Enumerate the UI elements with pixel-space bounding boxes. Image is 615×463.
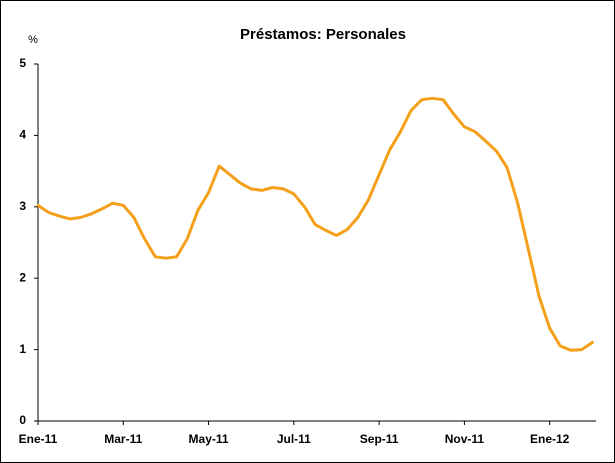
x-tick-label: Ene-11	[19, 432, 58, 446]
y-tick-label: 1	[19, 342, 26, 356]
x-tick-label: Mar-11	[104, 432, 142, 446]
y-tick-label: 2	[19, 270, 26, 284]
y-tick-label: 3	[19, 199, 26, 213]
x-tick-label: May-11	[189, 432, 229, 446]
x-tick-label: Sep-11	[360, 432, 399, 446]
y-tick-label: 4	[19, 128, 26, 142]
line	[36, 96, 594, 352]
y-tick-label: 5	[19, 56, 26, 70]
y-axis-label: %	[28, 34, 38, 46]
x-tick-label: Jul-11	[277, 432, 311, 446]
x-tick-label: Ene-12	[530, 432, 570, 446]
chart-title: Préstamos: Personales	[240, 26, 406, 43]
y-tick-label: 0	[19, 413, 26, 427]
x-tick-label: Nov-11	[445, 432, 485, 446]
